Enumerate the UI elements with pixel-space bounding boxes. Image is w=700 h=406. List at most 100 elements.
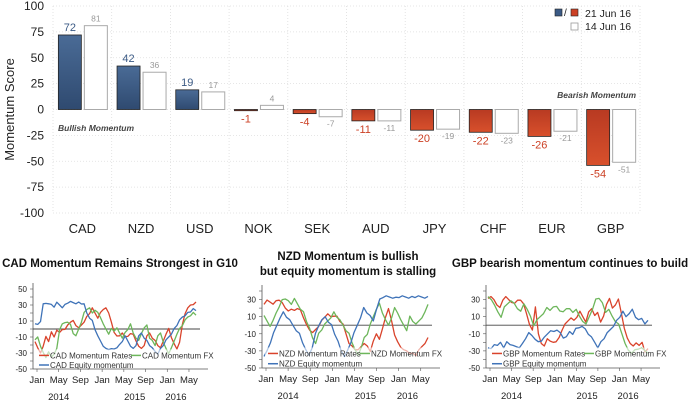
annotation-bearish: Bearish Momentum	[557, 90, 636, 100]
bar-previous	[494, 109, 519, 134]
x-tick-label: May	[345, 374, 363, 385]
legend-bg	[265, 347, 431, 357]
series-line	[263, 299, 429, 357]
y-tick-label: 100	[24, 0, 44, 13]
x-year-label: 2015	[355, 391, 376, 402]
legend-label-equity: GBP Equity momentum	[503, 360, 587, 369]
annotation-bullish: Bullish Momentum	[58, 123, 134, 133]
series-line	[34, 301, 197, 354]
x-tick-label: Jan	[391, 374, 406, 385]
legend-label-previous: 14 Jun 16	[585, 21, 631, 33]
bar-previous	[436, 109, 461, 130]
bar-value-label: -20	[414, 133, 430, 145]
legend-bg	[489, 347, 651, 357]
bar-value-label: -54	[590, 168, 606, 180]
legend-label-equity: CAD Equity momentum	[50, 361, 134, 370]
bar-current	[175, 89, 200, 110]
bar-value-label: -22	[473, 135, 489, 147]
y-tick-label: -10	[15, 333, 27, 342]
bar-previous	[612, 109, 637, 163]
legend-label-current: 21 Jun 16	[585, 8, 631, 20]
x-tick-label: NOK	[244, 221, 273, 236]
x-tick-label: Jan	[29, 375, 44, 386]
y-tick-label: 30	[247, 296, 256, 305]
bar-current	[292, 109, 317, 115]
x-year-label: 2014	[278, 391, 299, 402]
x-tick-label: Sep	[525, 374, 542, 385]
bar-previous	[142, 71, 167, 110]
x-tick-label: May	[567, 374, 585, 385]
y-tick-label: -30	[244, 347, 256, 356]
y-tick-label: 25	[31, 77, 45, 91]
bar-previous	[201, 91, 226, 110]
y-tick-label: -10	[244, 330, 256, 339]
x-tick-label: May	[180, 375, 198, 386]
x-tick-label: May	[503, 374, 521, 385]
y-axis-label: Momentum Score	[2, 58, 17, 161]
y-tick-label: -50	[468, 364, 480, 373]
bar-current	[116, 65, 141, 110]
x-tick-label: Jan	[482, 374, 497, 385]
chart-title: but equity momentum is stalling	[260, 266, 436, 278]
x-tick-label: May	[279, 374, 297, 385]
x-tick-label: May	[50, 375, 68, 386]
bar-previous	[318, 109, 343, 118]
y-tick-label: -75	[27, 180, 45, 194]
legend-label-rates: CAD Momentum Rates	[50, 351, 132, 360]
x-tick-label: Sep	[589, 374, 606, 385]
cad-line-chart: CAD Momentum Remains Strongest in G10 50 3…	[2, 258, 238, 403]
chart-title: GBP bearish momentum continues to build	[452, 258, 688, 270]
bar-current	[586, 109, 611, 166]
x-year-label: 2016	[165, 392, 186, 403]
bar-value-label: 42	[122, 53, 134, 65]
legend-swatch-red	[570, 8, 579, 17]
y-tick-label: -30	[468, 347, 480, 356]
y-tick-label: 10	[18, 317, 27, 326]
bar-prev-value-label: -11	[384, 123, 396, 133]
y-tick-label: -10	[468, 330, 480, 339]
bar-value-label: 72	[64, 22, 76, 34]
series-line	[34, 300, 197, 355]
bar-prev-value-label: -21	[559, 133, 572, 143]
y-tick-label: -100	[20, 206, 44, 220]
y-tick-label: -30	[15, 349, 27, 358]
legend-separator: /	[564, 8, 567, 19]
x-tick-label: CAD	[69, 221, 96, 236]
bar-value-label: -11	[356, 124, 371, 136]
legend-bg	[265, 357, 365, 367]
x-tick-label: USD	[186, 221, 213, 236]
legend-label-equity: NZD Equity momentum	[279, 360, 362, 369]
x-tick-label: EUR	[538, 221, 565, 236]
x-tick-label: Jan	[94, 375, 109, 386]
x-tick-label: Sep	[72, 375, 89, 386]
legend-label-fx: NZD Momentum FX	[371, 349, 443, 358]
bar-prev-value-label: -51	[618, 164, 631, 174]
x-tick-label: Sep	[368, 374, 385, 385]
x-tick-label: May	[412, 374, 430, 385]
bar-previous	[377, 109, 402, 122]
x-tick-label: SEK	[304, 221, 330, 236]
x-year-label: 2015	[124, 392, 145, 403]
x-tick-label: May	[632, 374, 650, 385]
x-year-label: 2016	[618, 391, 639, 402]
y-tick-label: 30	[471, 296, 480, 305]
x-tick-label: AUD	[362, 221, 389, 236]
nzd-line-chart: NZD Momentum is bullish but equity moment…	[244, 251, 442, 402]
x-tick-label: Sep	[137, 375, 154, 386]
x-tick-label: Jan	[160, 375, 175, 386]
bar-value-label: -26	[531, 139, 547, 151]
legend-swatch-white	[570, 22, 579, 31]
legend-bg	[36, 359, 136, 368]
bar-prev-value-label: 36	[150, 60, 160, 70]
x-tick-label: GBP	[597, 221, 624, 236]
legend-swatch-blue	[554, 8, 563, 17]
bar-previous	[83, 25, 108, 110]
series-line	[487, 295, 649, 353]
legend-bg	[489, 357, 589, 367]
x-tick-label: Jan	[258, 374, 273, 385]
x-tick-label: Jan	[612, 374, 627, 385]
bar-chart: 100 75 50 25 0 -25 -50 -75 -100 Momentum Score 72 8…	[2, 0, 641, 236]
bar-prev-value-label: -7	[327, 119, 335, 129]
x-year-label: 2014	[501, 391, 522, 402]
